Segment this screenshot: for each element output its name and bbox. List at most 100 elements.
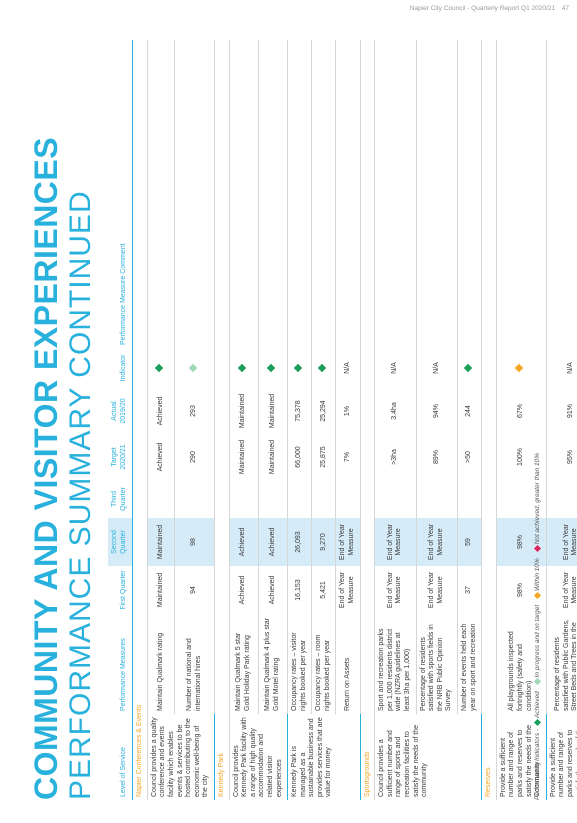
- not-achieved-diamond-icon: [533, 545, 541, 553]
- first-quarter-value: 5,421: [311, 566, 336, 614]
- table-row: Return on Assets End of Year Measure End o…: [335, 40, 361, 800]
- page-title: COMMUNITY AND VISITOR EXPERIENCES: [28, 136, 64, 800]
- table-row: Occupancy rates – room nights booked per…: [311, 40, 336, 800]
- performance-measure: Maintain Qualmark rating: [147, 614, 175, 714]
- third-quarter-value: [374, 480, 417, 518]
- col-header-actual: Actual 2019/20: [108, 388, 133, 434]
- section-title: Kennedy Park: [214, 40, 230, 800]
- rotated-page-content: COMMUNITY AND VISITOR EXPERIENCES PERFOR…: [28, 20, 577, 800]
- third-quarter-value: [287, 480, 312, 518]
- second-quarter-value: End of Year Measure: [335, 518, 361, 566]
- table-header-row: Level of Service Performance Measures Fi…: [108, 40, 133, 800]
- table-row: Council provides a sufficient number and…: [374, 40, 482, 800]
- section-title: Reserves: [481, 40, 497, 800]
- performance-measure: Sport and recreation parks per 1,000 res…: [374, 614, 417, 714]
- second-quarter-value: End of Year Measure: [374, 518, 417, 566]
- performance-comment: [546, 40, 577, 348]
- performance-measure: Maintain Qualmark 4 plus star Gold Motel…: [258, 614, 288, 714]
- actual-value: 3.4ha: [374, 388, 417, 434]
- third-quarter-value: [311, 480, 336, 518]
- achieved-diamond-icon: [533, 718, 541, 727]
- actual-value: 1%: [335, 388, 361, 434]
- target-value: 66,000: [287, 434, 312, 480]
- legend-item-not-achieved: Not achieved, greater than 10%: [533, 453, 541, 553]
- indicator-cell: N/A: [546, 348, 577, 388]
- target-value: 95%: [546, 434, 577, 480]
- actual-value: 91%: [546, 388, 577, 434]
- second-quarter-value: End of Year Measure: [416, 518, 458, 566]
- col-header-target: Target 2020/21: [108, 434, 133, 480]
- first-quarter-value: End of Year Measure: [546, 566, 577, 614]
- col-header-indicator: Indicator: [108, 348, 133, 388]
- indicator-cell: [174, 348, 215, 388]
- second-quarter-value: Maintained: [147, 518, 175, 566]
- actual-value: Achieved: [147, 388, 175, 434]
- actual-value: 75,378: [287, 388, 312, 434]
- level-of-service: Provide a sufficient number and range of…: [546, 714, 577, 800]
- target-value: Maintained: [258, 434, 288, 480]
- actual-value: Maintained: [258, 388, 288, 434]
- first-quarter-value: 37: [457, 566, 482, 614]
- third-quarter-value: [174, 480, 215, 518]
- table-row: Council provides Kennedy Park facility w…: [229, 40, 288, 800]
- performance-measure: Return on Assets: [335, 614, 361, 714]
- table-row: Provide a sufficient number and range of…: [546, 40, 577, 800]
- in-progress-diamond-icon: [188, 363, 197, 373]
- level-of-service: Council provides Kennedy Park facility w…: [229, 714, 288, 800]
- in-progress-diamond-icon: [533, 678, 541, 686]
- target-value: 7%: [335, 434, 361, 480]
- indicator-cell: [457, 348, 482, 388]
- performance-measure: Maintain Qualmark 5 star Gold Holiday Pa…: [229, 614, 259, 714]
- indicator-cell: [311, 348, 336, 388]
- page-number: 47: [561, 5, 569, 12]
- performance-comment: [147, 40, 175, 348]
- indicator-text: N/A: [432, 362, 440, 374]
- first-quarter-value: 94: [174, 566, 215, 614]
- table-row: Number of national and international hir…: [174, 40, 215, 800]
- indicator-cell: [258, 348, 288, 388]
- legend-item-achieved: Achieved: [533, 691, 541, 727]
- table-body: Napier Conferences & Events Council provi…: [132, 40, 577, 800]
- section-header-row: Reserves: [481, 40, 497, 800]
- third-quarter-value: [258, 480, 288, 518]
- performance-comment: [496, 40, 547, 348]
- performance-comment: [374, 40, 417, 348]
- col-header-measure: Performance Measures: [108, 614, 133, 714]
- performance-comment: [258, 40, 288, 348]
- first-quarter-value: 16,153: [287, 566, 312, 614]
- performance-measure: Number of national and international hir…: [174, 614, 215, 714]
- performance-comment: [311, 40, 336, 348]
- indicator-cell: N/A: [416, 348, 458, 388]
- indicator-cell: [287, 348, 312, 388]
- level-of-service: Kennedy Park is managed as a sustainable…: [287, 714, 361, 800]
- actual-value: Maintained: [229, 388, 259, 434]
- performance-comment: [229, 40, 259, 348]
- report-title: Napier City Council - Quarterly Report Q…: [409, 5, 555, 12]
- section-title: Napier Conferences & Events: [132, 40, 148, 800]
- target-value: 290: [174, 434, 215, 480]
- actual-value: 244: [457, 388, 482, 434]
- legend-prefix: Performance Indicators: [534, 732, 541, 800]
- third-quarter-value: [335, 480, 361, 518]
- actual-value: 25,294: [311, 388, 336, 434]
- third-quarter-value: [229, 480, 259, 518]
- achieved-diamond-icon: [154, 363, 164, 373]
- achieved-diamond-icon: [293, 363, 303, 373]
- performance-measure: Occupancy rates – visitor nights booked …: [287, 614, 312, 714]
- col-header-level: Level of Service: [108, 714, 133, 800]
- table-row: Maintain Qualmark 4 plus star Gold Motel…: [258, 40, 288, 800]
- page-subtitle: PERFORMANCE SUMMARY CONTINUED: [64, 190, 97, 800]
- actual-value: 293: [174, 388, 215, 434]
- table-row: Percentage of residents satisfied with s…: [416, 40, 458, 800]
- first-quarter-value: End of Year Measure: [416, 566, 458, 614]
- section-header-row: Kennedy Park: [214, 40, 230, 800]
- first-quarter-value: End of Year Measure: [335, 566, 361, 614]
- indicator-cell: N/A: [374, 348, 417, 388]
- indicator-text: N/A: [343, 362, 351, 374]
- section-title: Sportsgrounds: [360, 40, 375, 800]
- performance-comment: [287, 40, 312, 348]
- second-quarter-value: 26,093: [287, 518, 312, 566]
- indicator-cell: [229, 348, 259, 388]
- target-value: 89%: [416, 434, 458, 480]
- performance-summary-table: Level of Service Performance Measures Fi…: [108, 40, 577, 800]
